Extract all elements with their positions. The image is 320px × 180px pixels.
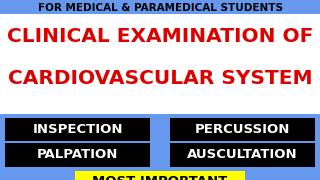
FancyBboxPatch shape: [0, 14, 320, 114]
FancyBboxPatch shape: [170, 143, 315, 166]
FancyBboxPatch shape: [75, 171, 245, 180]
Text: MOST IMPORTANT: MOST IMPORTANT: [92, 175, 228, 180]
FancyBboxPatch shape: [170, 118, 315, 141]
Text: FOR MEDICAL & PARAMEDICAL STUDENTS: FOR MEDICAL & PARAMEDICAL STUDENTS: [37, 3, 283, 13]
Text: INSPECTION: INSPECTION: [32, 123, 123, 136]
FancyBboxPatch shape: [5, 118, 150, 141]
Text: PALPATION: PALPATION: [37, 148, 118, 161]
Text: CARDIOVASCULAR SYSTEM: CARDIOVASCULAR SYSTEM: [8, 69, 312, 88]
Text: AUSCULTATION: AUSCULTATION: [187, 148, 298, 161]
Text: CLINICAL EXAMINATION OF: CLINICAL EXAMINATION OF: [7, 26, 313, 46]
FancyBboxPatch shape: [5, 143, 150, 166]
Text: PERCUSSION: PERCUSSION: [195, 123, 290, 136]
